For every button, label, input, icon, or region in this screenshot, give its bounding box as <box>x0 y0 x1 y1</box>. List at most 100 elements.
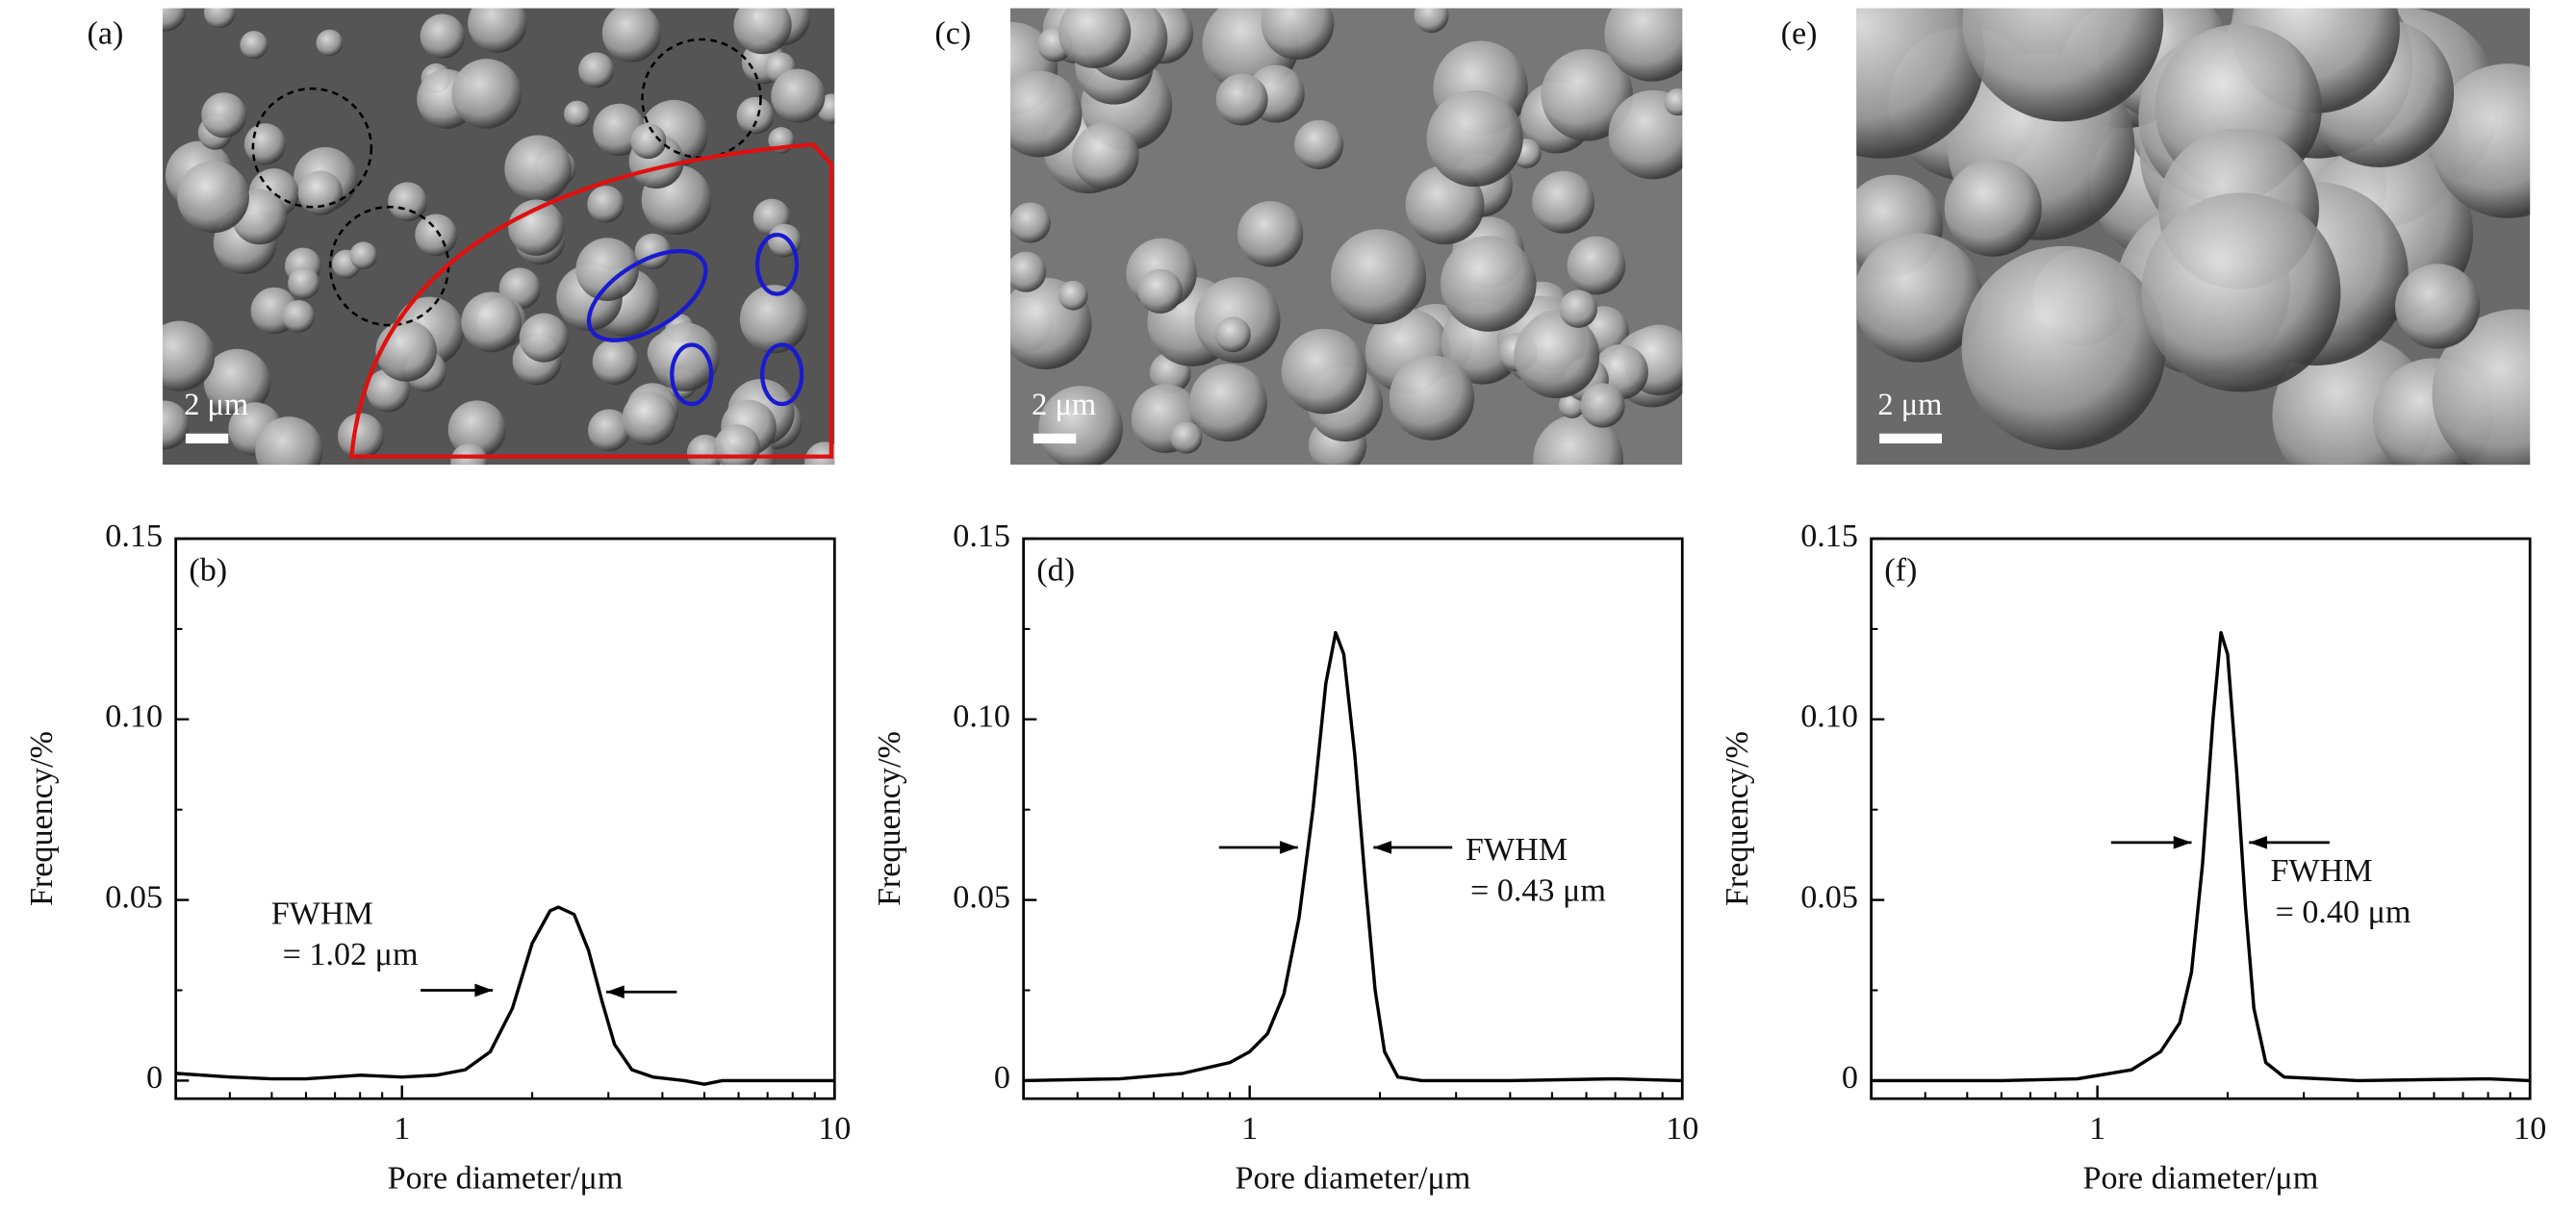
data-line <box>175 905 835 1086</box>
texture <box>622 391 676 445</box>
sem-image <box>1856 8 2531 466</box>
texture <box>338 413 384 460</box>
texture <box>1072 122 1139 189</box>
panel-label: (a) <box>87 15 123 51</box>
texture <box>204 8 236 29</box>
texture <box>243 123 287 165</box>
blue-ellipse <box>754 233 800 296</box>
texture <box>578 52 614 88</box>
y-axis-label: Frequency/% <box>1720 731 1755 906</box>
panel-label: (f) <box>1884 553 1917 589</box>
texture <box>255 417 323 466</box>
texture <box>1058 8 1132 69</box>
texture <box>804 442 835 466</box>
x-tick-label: 10 <box>1666 1111 1698 1147</box>
y-tick-label: 0.15 <box>105 518 163 554</box>
texture <box>1330 229 1427 325</box>
plot-frame <box>1022 537 1684 1100</box>
texture <box>1294 119 1344 170</box>
texture <box>564 100 591 128</box>
texture <box>388 182 427 222</box>
x-axis-label: Pore diameter/μm <box>2082 1160 2318 1196</box>
texture <box>601 8 662 63</box>
arrow-head <box>1279 841 1298 854</box>
y-tick-label: 0.10 <box>1800 699 1858 735</box>
texture <box>1426 89 1523 188</box>
texture <box>447 400 506 459</box>
texture <box>2430 63 2531 218</box>
sem-image <box>1009 8 1683 466</box>
y-tick-label: 0.05 <box>1800 879 1858 915</box>
texture <box>587 185 625 223</box>
y-tick-label: 0.15 <box>1800 518 1858 554</box>
panel-label: (b) <box>189 553 227 589</box>
plot-frame <box>1870 537 2532 1100</box>
texture <box>1214 316 1251 353</box>
texture <box>1856 233 1983 363</box>
dashed-circle <box>251 87 373 209</box>
data-line <box>1871 630 2531 1083</box>
y-tick-label: 0.10 <box>953 699 1010 735</box>
scale-bar-label: 2 μm <box>184 388 248 422</box>
image-overlays <box>251 38 834 459</box>
red-region <box>349 142 834 459</box>
annotation: FWHM <box>271 896 373 932</box>
texture <box>1567 236 1626 295</box>
x-tick-label: 1 <box>2089 1111 2105 1147</box>
texture <box>771 68 826 123</box>
texture <box>1514 313 1600 399</box>
texture <box>163 320 216 391</box>
arrow-head <box>605 985 625 999</box>
texture <box>630 123 667 160</box>
scale-bar-label: 2 μm <box>1032 388 1096 422</box>
texture <box>316 29 344 57</box>
annotation: = 0.43 μm <box>1470 873 1606 909</box>
texture <box>736 96 775 135</box>
texture <box>650 322 720 391</box>
texture <box>1137 268 1183 314</box>
texture <box>1559 290 1598 328</box>
blue-ellipse <box>760 342 804 407</box>
texture <box>201 92 247 139</box>
texture <box>1237 201 1304 267</box>
texture <box>1532 170 1595 234</box>
texture <box>1009 251 1047 292</box>
annotation: FWHM <box>1466 832 1568 868</box>
texture <box>1038 386 1123 466</box>
texture <box>2395 264 2481 349</box>
arrow-head <box>2249 836 2268 849</box>
texture <box>451 59 522 129</box>
panel-label: (c) <box>934 15 971 51</box>
texture <box>240 31 268 60</box>
y-axis-label: Frequency/% <box>24 731 60 906</box>
texture <box>575 238 639 301</box>
texture <box>297 170 344 215</box>
texture <box>1856 8 1985 159</box>
texture <box>288 266 320 300</box>
texture <box>1961 245 2166 450</box>
texture <box>468 8 527 53</box>
texture <box>1533 414 1624 466</box>
texture <box>1414 8 1449 34</box>
texture <box>163 400 190 450</box>
y-tick-label: 0.05 <box>953 879 1010 915</box>
texture <box>733 8 792 55</box>
texture <box>1189 364 1267 442</box>
texture <box>504 135 573 203</box>
texture <box>203 348 271 416</box>
texture <box>713 424 761 466</box>
y-tick-label: 0.15 <box>953 518 1010 554</box>
y-tick-label: 0 <box>1842 1060 1858 1096</box>
y-axis-label: Frequency/% <box>872 731 907 906</box>
texture <box>1580 383 1625 428</box>
x-axis-label: Pore diameter/μm <box>388 1160 624 1196</box>
y-tick-label: 0 <box>146 1060 163 1096</box>
x-tick-label: 10 <box>818 1111 851 1147</box>
x-tick-label: 1 <box>394 1111 410 1147</box>
data-line <box>1023 630 1683 1083</box>
x-tick-label: 1 <box>1241 1111 1258 1147</box>
texture <box>2141 192 2341 392</box>
texture <box>1389 355 1475 441</box>
